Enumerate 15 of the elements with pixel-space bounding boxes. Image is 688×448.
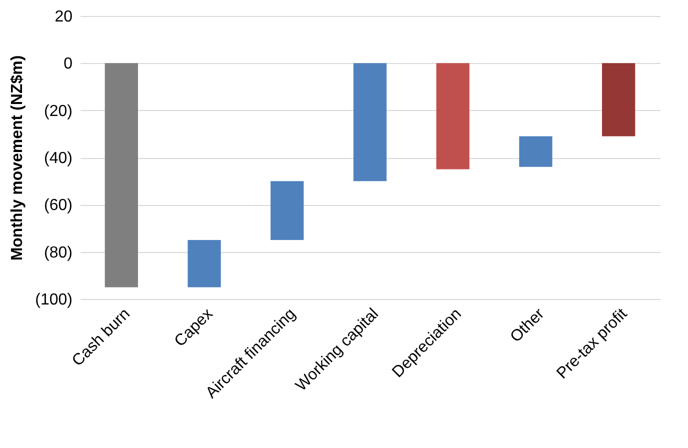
- y-axis-title: Monthly movement (NZ$m): [9, 55, 26, 261]
- bar: [519, 136, 552, 167]
- y-tick-label: (60): [44, 197, 72, 214]
- bar: [602, 63, 636, 136]
- bar: [188, 240, 221, 288]
- y-tick-label: (100): [35, 292, 72, 308]
- y-tick-label: (80): [44, 244, 72, 262]
- y-tick-label: 0: [64, 56, 73, 73]
- bar: [270, 181, 304, 240]
- y-tick-label: (40): [44, 150, 72, 167]
- y-tick-label: 20: [54, 8, 73, 26]
- bar: [104, 63, 138, 288]
- bar: [436, 63, 470, 170]
- bar: [353, 63, 387, 182]
- y-tick-label: (20): [44, 102, 72, 120]
